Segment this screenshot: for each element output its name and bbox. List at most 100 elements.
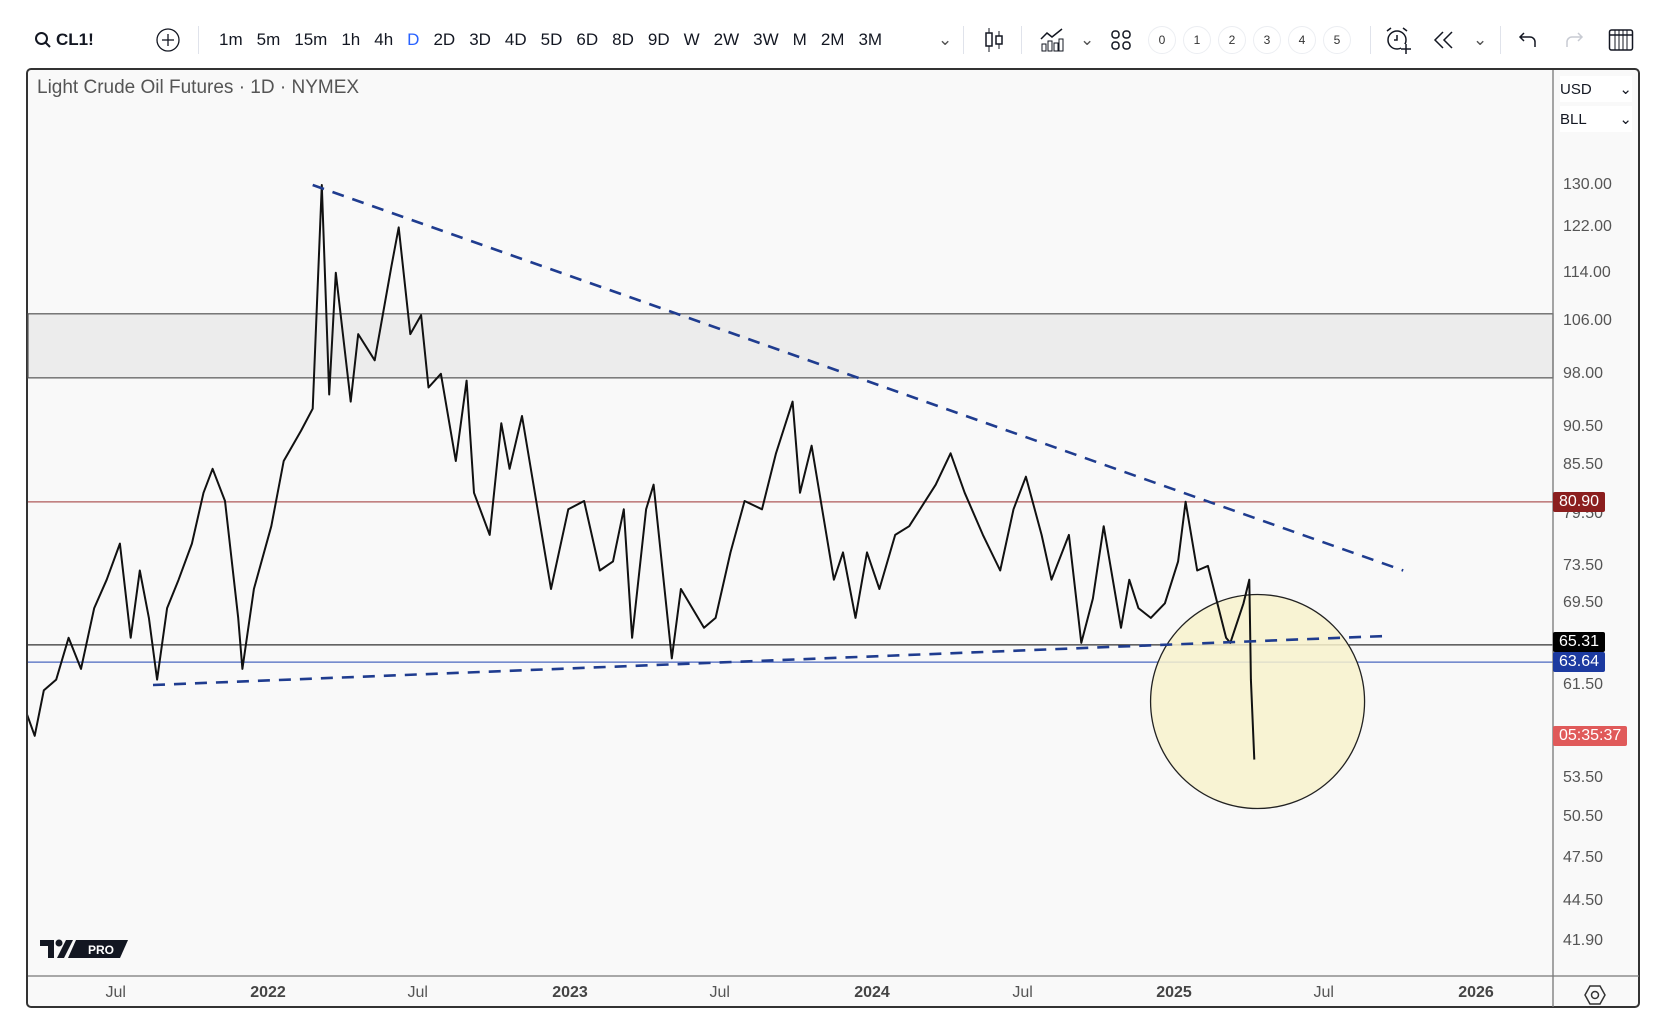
lower-trendline (152, 634, 1391, 687)
undo-icon (1518, 32, 1536, 47)
timeframe-5D[interactable]: 5D (540, 30, 563, 49)
timeframe-3D[interactable]: 3D (469, 30, 491, 49)
timeframe-2D[interactable]: 2D (433, 30, 456, 49)
price-tick-label: 122.00 (1563, 218, 1612, 236)
rewind-icon (1433, 31, 1453, 49)
unit-label: BLL (1560, 110, 1587, 128)
price-tick-label: 106.00 (1563, 312, 1612, 330)
price-tick-label: 47.50 (1563, 848, 1604, 866)
timeframe-4D[interactable]: 4D (504, 30, 527, 49)
chart-legend-title: Light Crude Oil Futures · 1D · NYMEX (37, 77, 360, 98)
tradingview-pro-logo: PRO (40, 938, 128, 965)
search-icon (35, 32, 51, 48)
price-zone (27, 313, 1554, 379)
layouts-button[interactable] (1110, 18, 1132, 62)
timeframe-9D[interactable]: 9D (647, 30, 670, 49)
chart-type-button[interactable] (983, 18, 1005, 62)
price-tick-label: 53.50 (1563, 769, 1604, 787)
top-toolbar: CL1! 1m 5m 15m 1h 4h D 2D 3D 4D 5D 6D 8D 9D W 2W 3W M 2M 3… (0, 18, 1664, 62)
price-tick-label: 41.90 (1563, 932, 1604, 950)
layout-number-4[interactable]: 4 (1288, 26, 1316, 54)
price-tick-label: 130.00 (1563, 176, 1612, 193)
axis-settings-button[interactable] (1584, 984, 1606, 1011)
price-line (28, 184, 1256, 760)
gear-icon (1584, 985, 1606, 1005)
timeframe-2W[interactable]: 2W (713, 30, 740, 49)
symbol-search-button[interactable]: CL1! (34, 18, 94, 62)
redo-button[interactable] (1563, 18, 1585, 62)
layout-number-1[interactable]: 1 (1183, 26, 1211, 54)
divider (1370, 26, 1371, 54)
timeframe-5m[interactable]: 5m (256, 30, 281, 49)
alert-button[interactable] (1384, 18, 1412, 62)
resistance-price-badge: 80.90 (1553, 492, 1606, 512)
timeframe-D[interactable]: D (407, 30, 420, 49)
timeframe-list: 1m 5m 15m 1h 4h D 2D 3D 4D 5D 6D 8D 9D W 2W 3W M 2M 3M (212, 18, 889, 62)
compare-add-button[interactable] (155, 18, 181, 62)
price-tick-label: 50.50 (1563, 807, 1604, 825)
support-price-badge: 63.64 (1553, 652, 1606, 672)
indicators-dropdown[interactable]: ⌄ (1080, 30, 1095, 49)
last-price-badge: 65.31 (1553, 632, 1606, 652)
layout-number-5[interactable]: 5 (1323, 26, 1351, 54)
price-tick-label: 114.00 (1563, 263, 1611, 281)
timeframe-4h[interactable]: 4h (374, 30, 394, 49)
timeframe-15m[interactable]: 15m (294, 30, 328, 49)
timeframe-1m[interactable]: 1m (219, 30, 243, 49)
timeframe-dropdown[interactable]: ⌄ (938, 30, 953, 49)
timeframe-6D[interactable]: 6D (576, 30, 599, 49)
undo-button[interactable] (1517, 18, 1539, 62)
price-tick-label: 85.50 (1563, 455, 1604, 473)
currency-selector[interactable]: USD ⌄ (1560, 76, 1632, 102)
time-tick-label: 2025 (1156, 984, 1192, 1001)
layout-number-0[interactable]: 0 (1148, 26, 1176, 54)
layout-number-3[interactable]: 3 (1253, 26, 1281, 54)
upper-trendline (312, 183, 1404, 572)
table-view-button[interactable] (1608, 18, 1634, 62)
replay-dropdown[interactable]: ⌄ (1473, 30, 1488, 49)
price-tick-label: 98.00 (1563, 364, 1604, 382)
divider (198, 26, 199, 54)
timeframe-3W[interactable]: 3W (753, 30, 779, 49)
chevron-down-icon: ⌄ (1619, 111, 1632, 128)
time-tick-label: Jul (709, 984, 730, 1001)
table-grid-icon (1608, 29, 1634, 51)
time-tick-label: 2026 (1458, 984, 1494, 1001)
time-tick-label: Jul (105, 984, 126, 1001)
time-tick-label: Jul (1012, 984, 1033, 1001)
chevron-down-icon: ⌄ (1619, 81, 1632, 98)
svg-text:PRO: PRO (88, 943, 114, 957)
price-tick-label: 61.50 (1563, 675, 1604, 693)
bar-countdown-badge: 05:35:37 (1553, 726, 1628, 746)
timeframe-W[interactable]: W (683, 30, 700, 49)
timeframe-M[interactable]: M (792, 30, 807, 49)
indicators-icon (1040, 28, 1064, 52)
time-tick-label: Jul (407, 984, 428, 1001)
timeframe-1h[interactable]: 1h (341, 30, 361, 49)
layout-number-2[interactable]: 2 (1218, 26, 1246, 54)
divider (1021, 26, 1022, 54)
timeframe-8D[interactable]: 8D (612, 30, 634, 49)
timeframe-2M[interactable]: 2M (820, 30, 845, 49)
time-tick-label: 2022 (250, 984, 286, 1001)
unit-selector[interactable]: BLL ⌄ (1560, 106, 1632, 132)
plus-circle-icon (156, 28, 180, 52)
time-tick-label: 2024 (854, 984, 890, 1001)
currency-label: USD (1560, 80, 1592, 98)
timeframe-3M[interactable]: 3M (858, 30, 883, 49)
replay-button[interactable] (1432, 18, 1456, 62)
chart-frame (26, 68, 1640, 1008)
redo-icon (1566, 32, 1584, 47)
grid-layout-icon (1111, 30, 1131, 50)
price-tick-label: 44.50 (1563, 892, 1604, 910)
price-tick-label: 69.50 (1563, 594, 1604, 612)
time-tick-label: 2023 (552, 984, 588, 1001)
indicators-button[interactable] (1039, 18, 1065, 62)
time-tick-label: Jul (1313, 984, 1334, 1001)
divider (1500, 26, 1501, 54)
candlestick-icon (985, 28, 1003, 52)
symbol-label: CL1! (56, 30, 94, 49)
alarm-clock-plus-icon (1386, 27, 1411, 54)
